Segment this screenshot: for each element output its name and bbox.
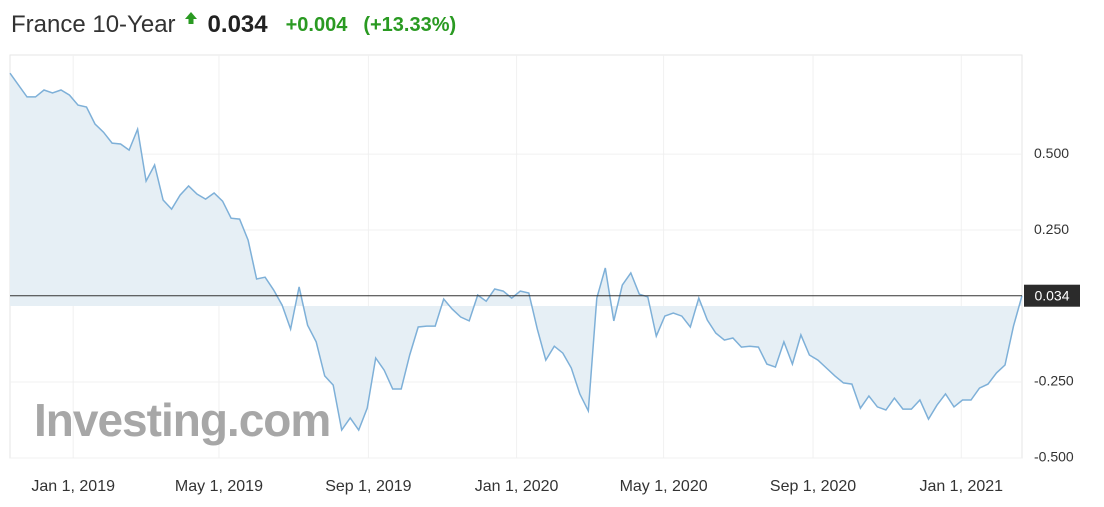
- line: [9, 72, 1023, 432]
- y-tick-label: -0.500: [1034, 449, 1074, 465]
- watermark: Investing.com: [34, 394, 330, 446]
- y-tick-label: 0.500: [1034, 145, 1069, 161]
- last-price: 0.034: [207, 11, 268, 38]
- up-arrow-icon: [184, 12, 197, 24]
- chart-title: France 10-Year: [11, 11, 176, 38]
- x-tick-label: Jan 1, 2019: [31, 478, 115, 495]
- header: France 10-Year 0.034 +0.004 (+13.33%): [11, 8, 456, 42]
- price-change-percent: (+13.33%): [363, 13, 457, 36]
- last-value-box: [1024, 284, 1080, 307]
- area-fill: [10, 73, 1022, 430]
- last-value-label: 0.034: [1034, 287, 1069, 303]
- price-change: +0.004: [285, 13, 348, 36]
- x-tick-label: Sep 1, 2020: [770, 478, 856, 495]
- x-tick-label: May 1, 2020: [620, 478, 708, 495]
- x-tick-label: May 1, 2019: [175, 478, 263, 495]
- x-tick-label: Sep 1, 2019: [325, 478, 411, 495]
- x-tick-label: Jan 1, 2021: [919, 478, 1003, 495]
- y-tick-label: 0.250: [1034, 221, 1069, 237]
- x-tick-label: Jan 1, 2020: [475, 478, 559, 495]
- y-tick-label: -0.250: [1034, 373, 1074, 389]
